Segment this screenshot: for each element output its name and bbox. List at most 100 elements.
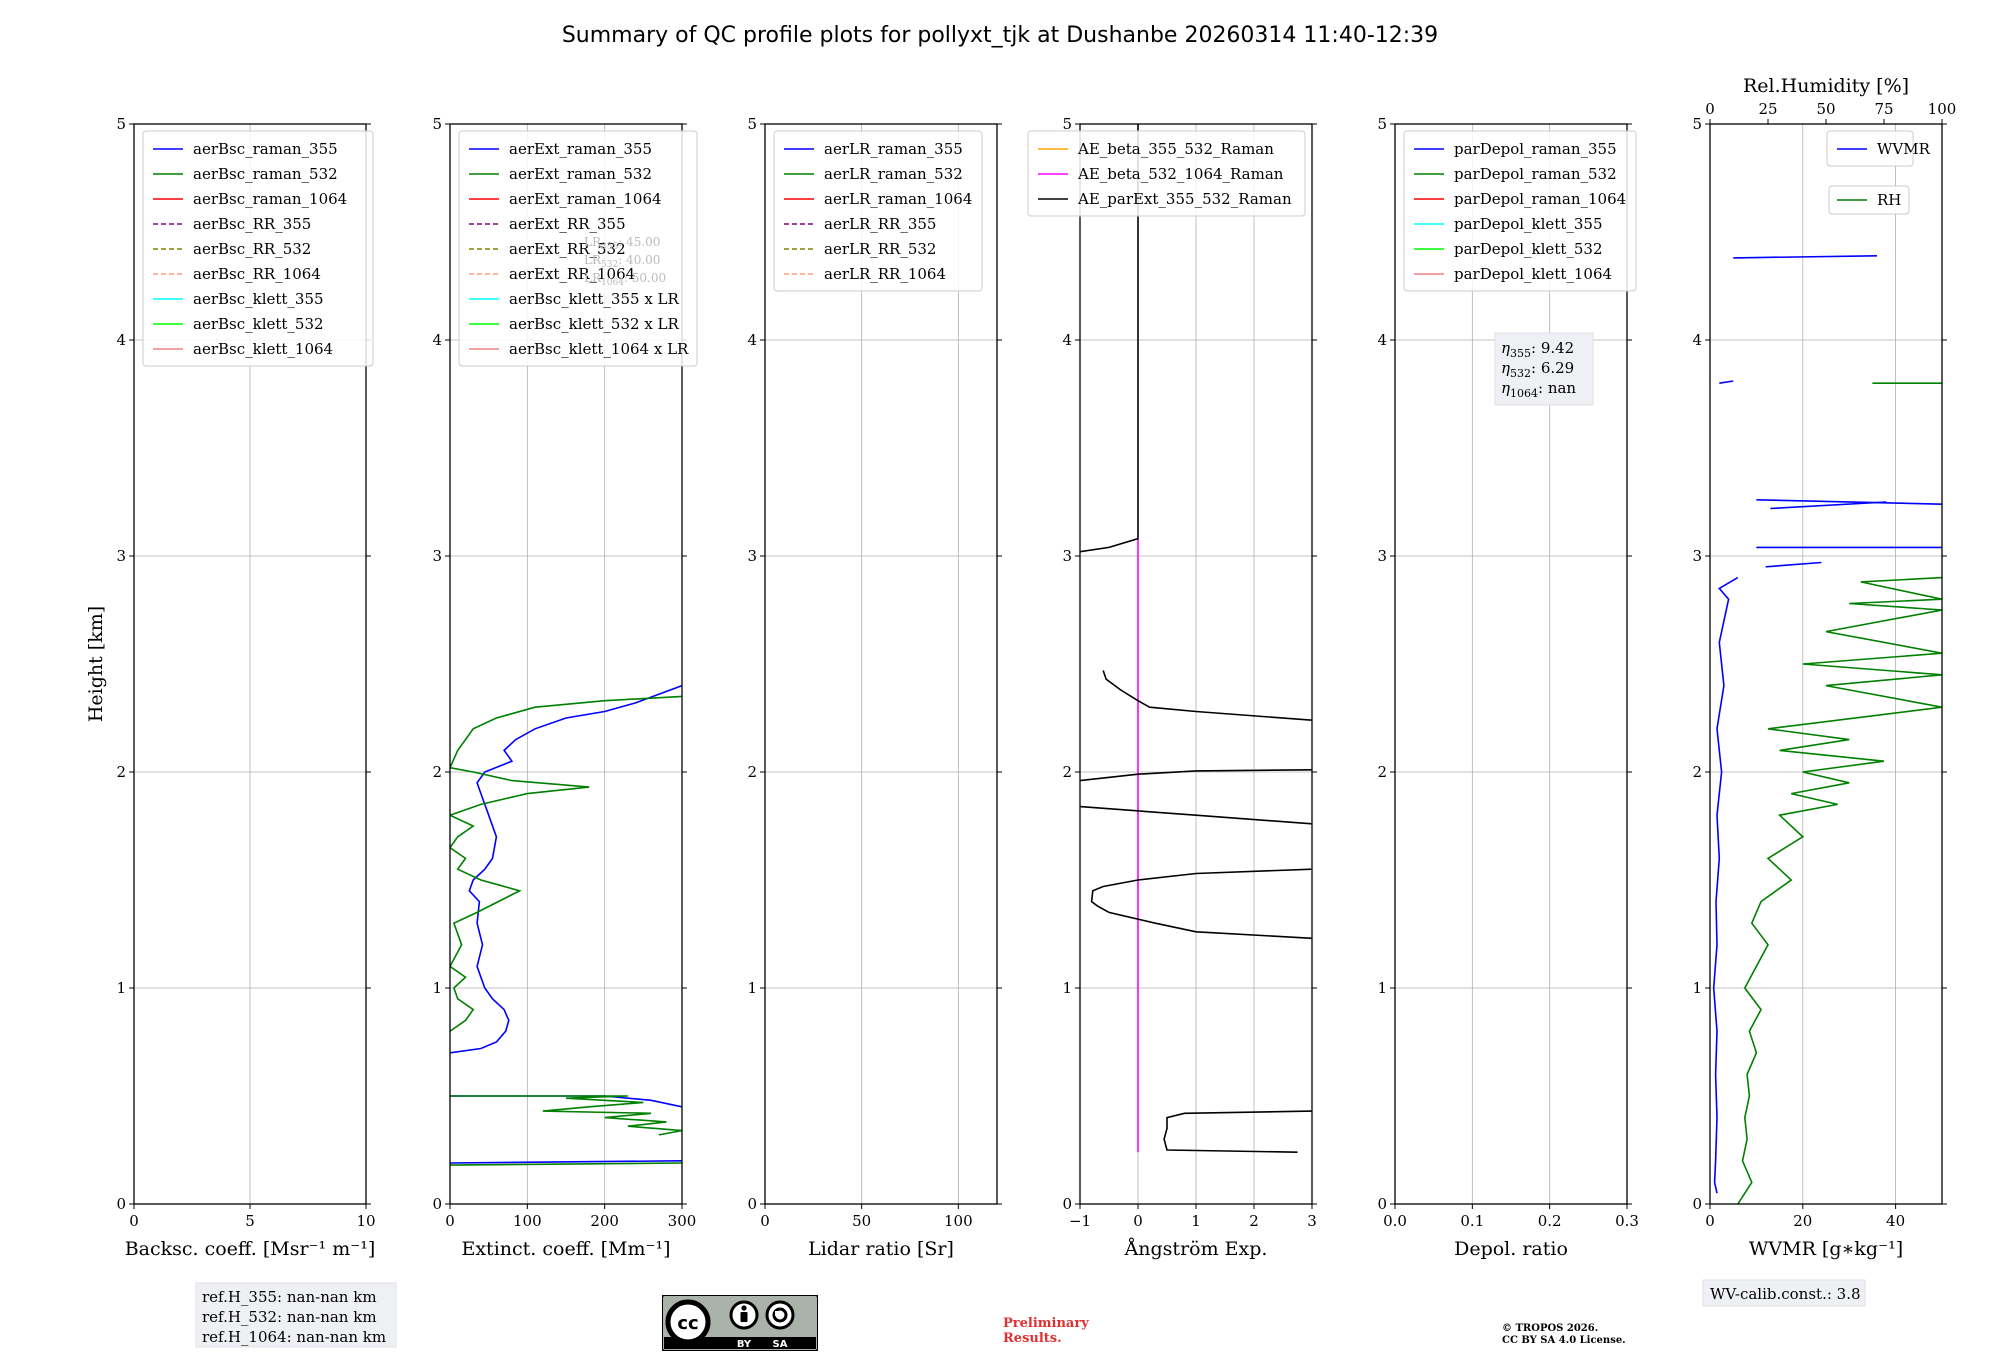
series-aerExt-raman-355-seg3- bbox=[450, 684, 682, 1054]
legend-entry: aerLR_RR_532 bbox=[824, 240, 936, 258]
axes-frame bbox=[764, 123, 998, 1205]
y-tick-label: 3 bbox=[1062, 547, 1072, 565]
legend-entry: aerBsc_klett_532 x LR bbox=[509, 315, 680, 333]
top-axis-label: Rel.Humidity [%] bbox=[1743, 75, 1909, 97]
panel-bsc: 0 5 10 0 1 2 3 4 5 Backsc. coeff. [Msr⁻¹ m⁻¹] Heig… bbox=[85, 115, 376, 1260]
panel-lr: 0 50 100 0 1 2 3 4 5 Lidar ratio [Sr] aerLR_raman_… bbox=[747, 115, 1002, 1260]
y-tick-label: 2 bbox=[747, 763, 757, 781]
legend-frame bbox=[1403, 130, 1637, 292]
legend-frame bbox=[142, 130, 374, 367]
series-WVMR-s2- bbox=[1719, 380, 1734, 384]
legend-entry: AE_parExt_355_532_Raman bbox=[1077, 190, 1292, 208]
x-tick-label: 0 bbox=[1705, 1212, 1715, 1230]
cc-icon bbox=[665, 1299, 711, 1345]
eta-532: η532: 6.29 bbox=[1501, 359, 1574, 380]
legend-entry: aerLR_RR_1064 bbox=[824, 265, 946, 283]
y-tick-label: 4 bbox=[747, 331, 757, 349]
series-AE-parExt-355-532-Raman-seg2- bbox=[1090, 868, 1312, 940]
eta-1064: η1064: nan bbox=[1501, 379, 1576, 400]
x-tick-label: 0.0 bbox=[1383, 1212, 1407, 1230]
x-tick-label: 0 bbox=[445, 1212, 455, 1230]
y-tick-label: 2 bbox=[432, 763, 442, 781]
legend-entry: parDepol_raman_1064 bbox=[1454, 190, 1626, 208]
legend-entry: AE_beta_355_532_Raman bbox=[1077, 140, 1274, 158]
axes-frame bbox=[1394, 123, 1628, 1205]
y-tick-label: 4 bbox=[116, 331, 126, 349]
series-WVMR-s1- bbox=[1733, 255, 1878, 259]
legend: aerBsc_raman_355 aerBsc_raman_532 aerBsc_r… bbox=[142, 130, 374, 367]
x-tick-label: 200 bbox=[590, 1212, 619, 1230]
legend: AE_beta_355_532_Raman AE_beta_532_1064_Ra… bbox=[1027, 130, 1306, 217]
legend-frame bbox=[1828, 185, 1910, 215]
lr-info-355: LR355: 45.00 bbox=[584, 235, 660, 252]
legend: aerLR_raman_355 aerLR_raman_532 aerLR_rama… bbox=[773, 130, 983, 292]
legend: WVMR bbox=[1826, 130, 1931, 167]
y-tick-label: 2 bbox=[1377, 763, 1387, 781]
y-tick-label: 1 bbox=[1692, 979, 1702, 997]
y-tick-label: 3 bbox=[1377, 547, 1387, 565]
legend-entry: aerLR_RR_355 bbox=[824, 215, 936, 233]
legend-entry: aerBsc_raman_355 bbox=[193, 140, 338, 158]
eta-frame bbox=[1494, 332, 1594, 406]
series-WVMR-s3- bbox=[1756, 499, 1942, 505]
copyright-line-2: CC BY SA 4.0 License. bbox=[1502, 1335, 1626, 1346]
y-tick-label: 5 bbox=[116, 115, 126, 133]
legend-entry: aerExt_raman_1064 bbox=[509, 190, 662, 208]
top-tick-label: 50 bbox=[1816, 100, 1835, 118]
y-tick-label: 3 bbox=[1692, 547, 1702, 565]
series-aerExt-raman-355 bbox=[450, 1160, 682, 1164]
legend: parDepol_raman_355 parDepol_raman_532 parD… bbox=[1403, 130, 1637, 292]
series-AE-parExt-355-532-Raman-seg4- bbox=[1080, 769, 1312, 782]
legend-entry: aerExt_raman_532 bbox=[509, 165, 652, 183]
legend-entry: parDepol_klett_532 bbox=[1454, 240, 1603, 258]
y-tick-label: 4 bbox=[432, 331, 442, 349]
x-tick-label: 20 bbox=[1793, 1212, 1812, 1230]
figure-title: Summary of QC profile plots for pollyxt_… bbox=[562, 23, 1438, 48]
x-axis-label: Backsc. coeff. [Msr⁻¹ m⁻¹] bbox=[125, 1238, 376, 1260]
wv-calib-box: WV-calib.const.: 3.8 bbox=[1702, 1279, 1866, 1307]
axes-frame bbox=[449, 123, 683, 1205]
legend-entry: aerBsc_RR_1064 bbox=[193, 265, 321, 283]
y-tick-label: 1 bbox=[1062, 979, 1072, 997]
legend-rh: RH bbox=[1828, 185, 1910, 215]
series-AE-parExt-355-532-Raman-seg6- bbox=[1080, 124, 1139, 553]
series-AE-parExt-355-532-Raman-seg3- bbox=[1080, 805, 1312, 825]
x-tick-label: 2 bbox=[1249, 1212, 1259, 1230]
legend-entry: aerBsc_RR_532 bbox=[193, 240, 311, 258]
y-tick-label: 1 bbox=[1377, 979, 1387, 997]
cc-by-label: BY bbox=[737, 1339, 752, 1350]
y-tick-label: 4 bbox=[1377, 331, 1387, 349]
x-tick-label: 3 bbox=[1307, 1212, 1317, 1230]
y-tick-label: 5 bbox=[1377, 115, 1387, 133]
top-tick-label: 75 bbox=[1874, 100, 1893, 118]
x-tick-label: 0.1 bbox=[1460, 1212, 1484, 1230]
y-axis-label: Height [km] bbox=[85, 606, 107, 722]
y-tick-label: 0 bbox=[1377, 1195, 1387, 1213]
legend-entry: aerBsc_klett_1064 x LR bbox=[509, 340, 689, 358]
legend-entry: parDepol_klett_355 bbox=[1454, 215, 1603, 233]
legend-entry: aerBsc_RR_355 bbox=[193, 215, 311, 233]
y-tick-label: 1 bbox=[747, 979, 757, 997]
series-WVMR-s6- bbox=[1765, 561, 1822, 568]
y-tick-label: 2 bbox=[1692, 763, 1702, 781]
x-tick-label: 0.3 bbox=[1615, 1212, 1639, 1230]
x-tick-label: 0.2 bbox=[1538, 1212, 1562, 1230]
x-tick-label: 100 bbox=[513, 1212, 542, 1230]
y-tick-label: 3 bbox=[432, 547, 442, 565]
ref-height-532: ref.H_532: nan-nan km bbox=[202, 1308, 377, 1326]
y-tick-label: 5 bbox=[1692, 115, 1702, 133]
cc-license-badge: cc BY SA bbox=[661, 1294, 819, 1352]
y-tick-label: 4 bbox=[1062, 331, 1072, 349]
series-aerExt-raman-532-seg3- bbox=[450, 695, 682, 1032]
legend-entry: parDepol_raman_532 bbox=[1454, 165, 1617, 183]
axes-frame bbox=[1709, 123, 1943, 1205]
preliminary-note: Preliminary Results. bbox=[1003, 1316, 1089, 1346]
y-tick-label: 3 bbox=[116, 547, 126, 565]
lr-info-1064: LR1064: 50.00 bbox=[584, 271, 666, 288]
x-tick-label: 0 bbox=[760, 1212, 770, 1230]
legend-entry: RH bbox=[1877, 191, 1901, 209]
copyright-note: © TROPOS 2026. CC BY SA 4.0 License. bbox=[1502, 1323, 1626, 1347]
